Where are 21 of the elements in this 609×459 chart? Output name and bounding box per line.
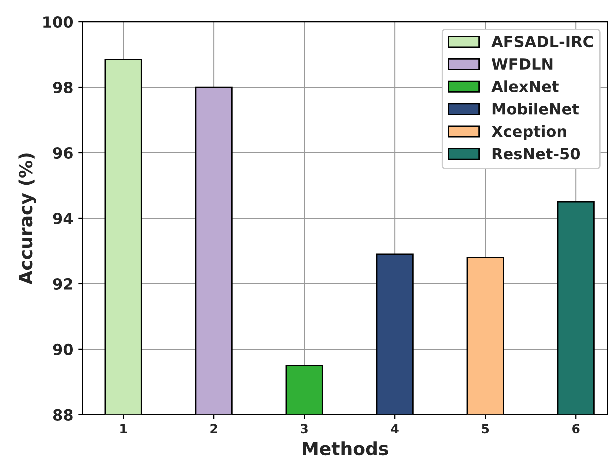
x-tick-label: 4 (391, 424, 399, 434)
x-axis-title: Methods (303, 442, 388, 456)
x-tick-label: 1 (120, 424, 128, 434)
y-axis-title: Accuracy (%) (18, 154, 36, 285)
y-tick-label: 92 (53, 278, 72, 290)
x-tick-label: 2 (210, 424, 218, 434)
x-tick-label: 5 (482, 424, 490, 434)
legend-label: AFSADL-IRC (492, 36, 594, 48)
legend-label: WFDLN (492, 58, 553, 70)
x-tick-label: 3 (301, 424, 308, 434)
legend-label: AlexNet (492, 80, 559, 92)
y-tick-label: 96 (53, 147, 73, 160)
legend-label: MobileNet (492, 103, 580, 115)
y-tick-label: 94 (53, 212, 74, 225)
y-tick-label: 98 (53, 82, 73, 94)
legend-label: Xception (492, 125, 566, 140)
y-tick-label: 90 (53, 344, 74, 356)
x-tick-label: 6 (572, 424, 580, 434)
y-tick-label: 100 (44, 16, 74, 28)
y-tick-label: 88 (53, 409, 73, 421)
legend-label: ResNet-50 (492, 148, 580, 160)
